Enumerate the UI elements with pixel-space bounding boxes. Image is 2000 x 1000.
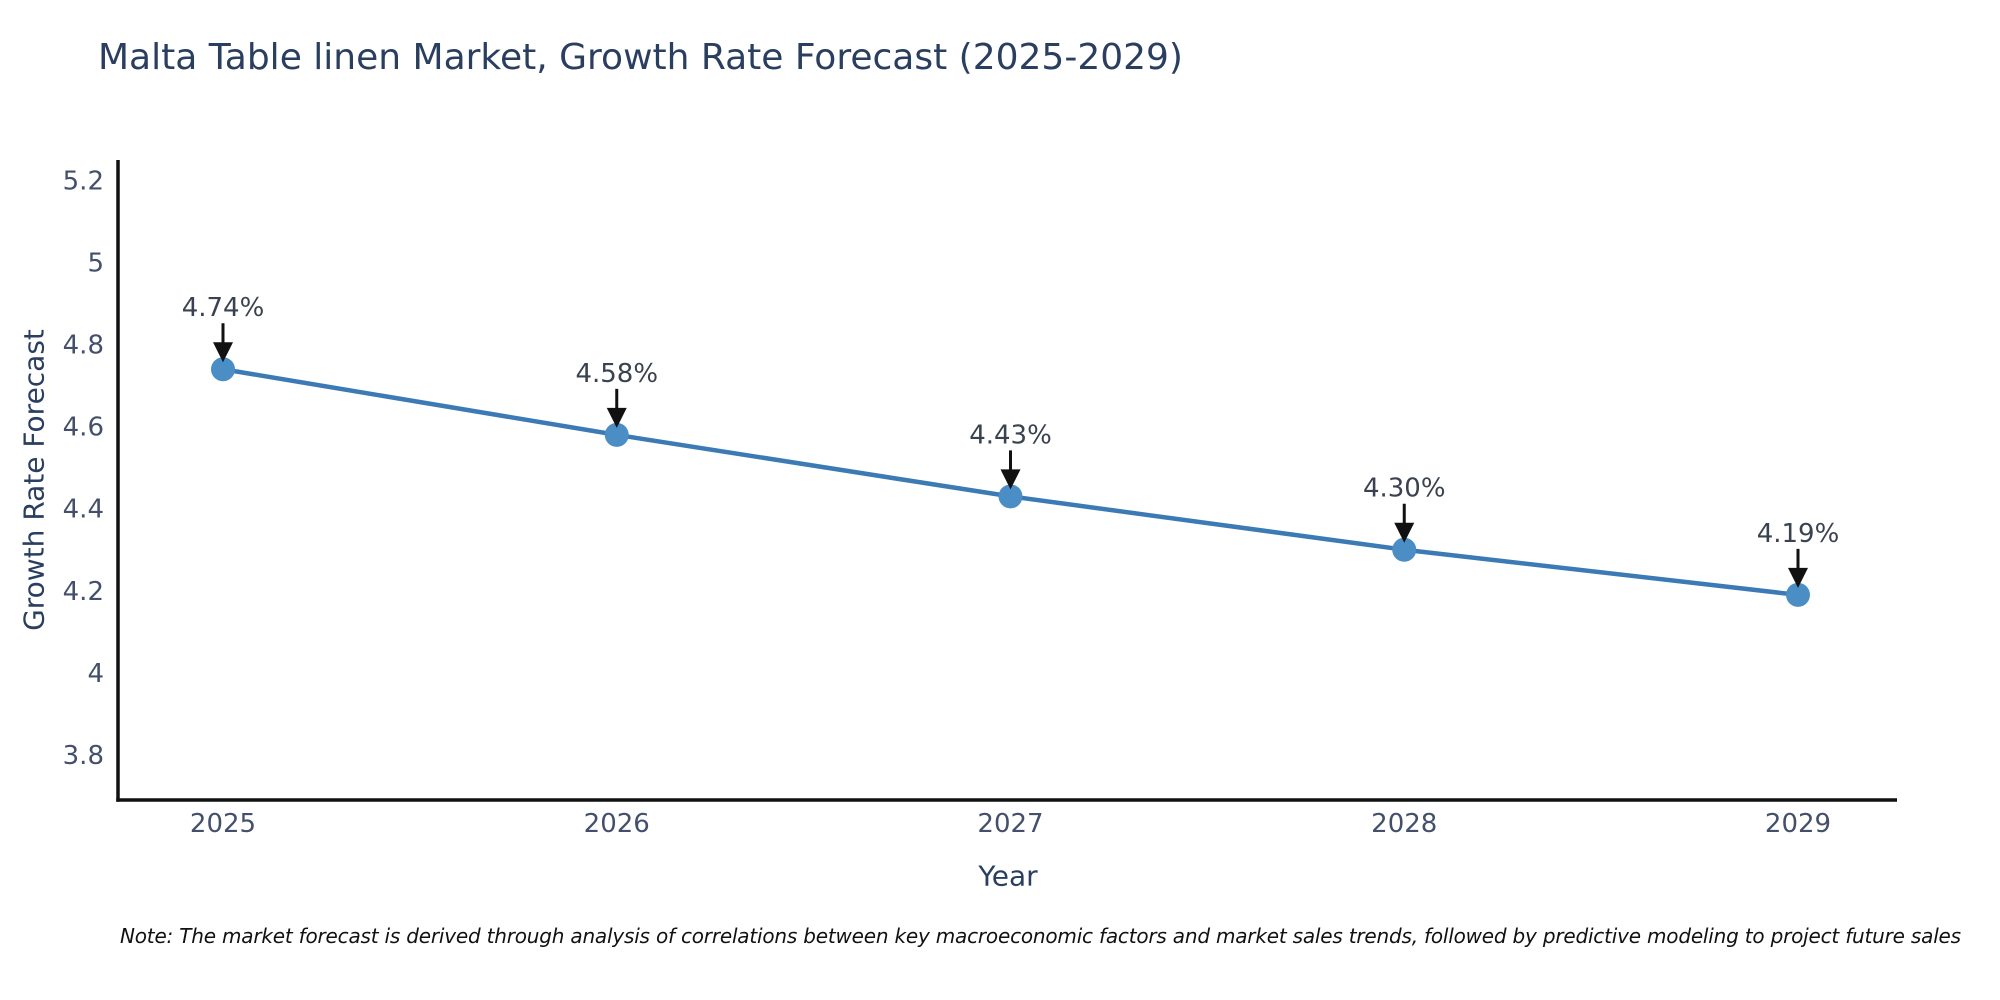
annotation-label: 4.19% bbox=[1757, 519, 1840, 549]
y-tick-label: 5 bbox=[87, 249, 104, 279]
data-point bbox=[998, 484, 1023, 509]
annotation-label: 4.43% bbox=[969, 420, 1052, 450]
y-tick-label: 4.2 bbox=[63, 577, 104, 607]
chart-title: Malta Table linen Market, Growth Rate Fo… bbox=[98, 37, 1183, 78]
y-tick-label: 3.8 bbox=[63, 741, 104, 771]
data-point bbox=[211, 357, 235, 382]
x-tick-label: 2028 bbox=[1371, 809, 1437, 839]
annotation-arrowhead-icon bbox=[1788, 567, 1808, 588]
x-tick-label: 2029 bbox=[1765, 809, 1831, 839]
y-tick-label: 4 bbox=[87, 659, 104, 689]
y-tick-label: 5.2 bbox=[63, 167, 104, 197]
annotation-label: 4.74% bbox=[182, 293, 265, 323]
x-tick-label: 2025 bbox=[190, 809, 256, 839]
annotation-arrowhead-icon bbox=[213, 342, 233, 363]
annotation-arrowhead-icon bbox=[1394, 522, 1415, 543]
annotation-label: 4.58% bbox=[575, 359, 658, 389]
y-tick-label: 4.6 bbox=[63, 413, 104, 443]
annotation-arrowhead-icon bbox=[1000, 469, 1021, 490]
footnote: Note: The market forecast is derived thr… bbox=[120, 924, 1961, 948]
x-tick-label: 2026 bbox=[584, 809, 650, 839]
data-point bbox=[1786, 582, 1810, 607]
annotation-label: 4.30% bbox=[1363, 474, 1446, 504]
data-point bbox=[1392, 537, 1417, 562]
annotation-arrowhead-icon bbox=[606, 407, 627, 428]
y-axis-title: Growth Rate Forecast bbox=[17, 329, 51, 631]
x-axis-title: Year bbox=[978, 859, 1038, 893]
data-point bbox=[604, 422, 629, 447]
y-tick-label: 4.8 bbox=[63, 331, 104, 361]
y-tick-label: 4.4 bbox=[63, 495, 104, 525]
x-tick-label: 2027 bbox=[977, 809, 1043, 839]
